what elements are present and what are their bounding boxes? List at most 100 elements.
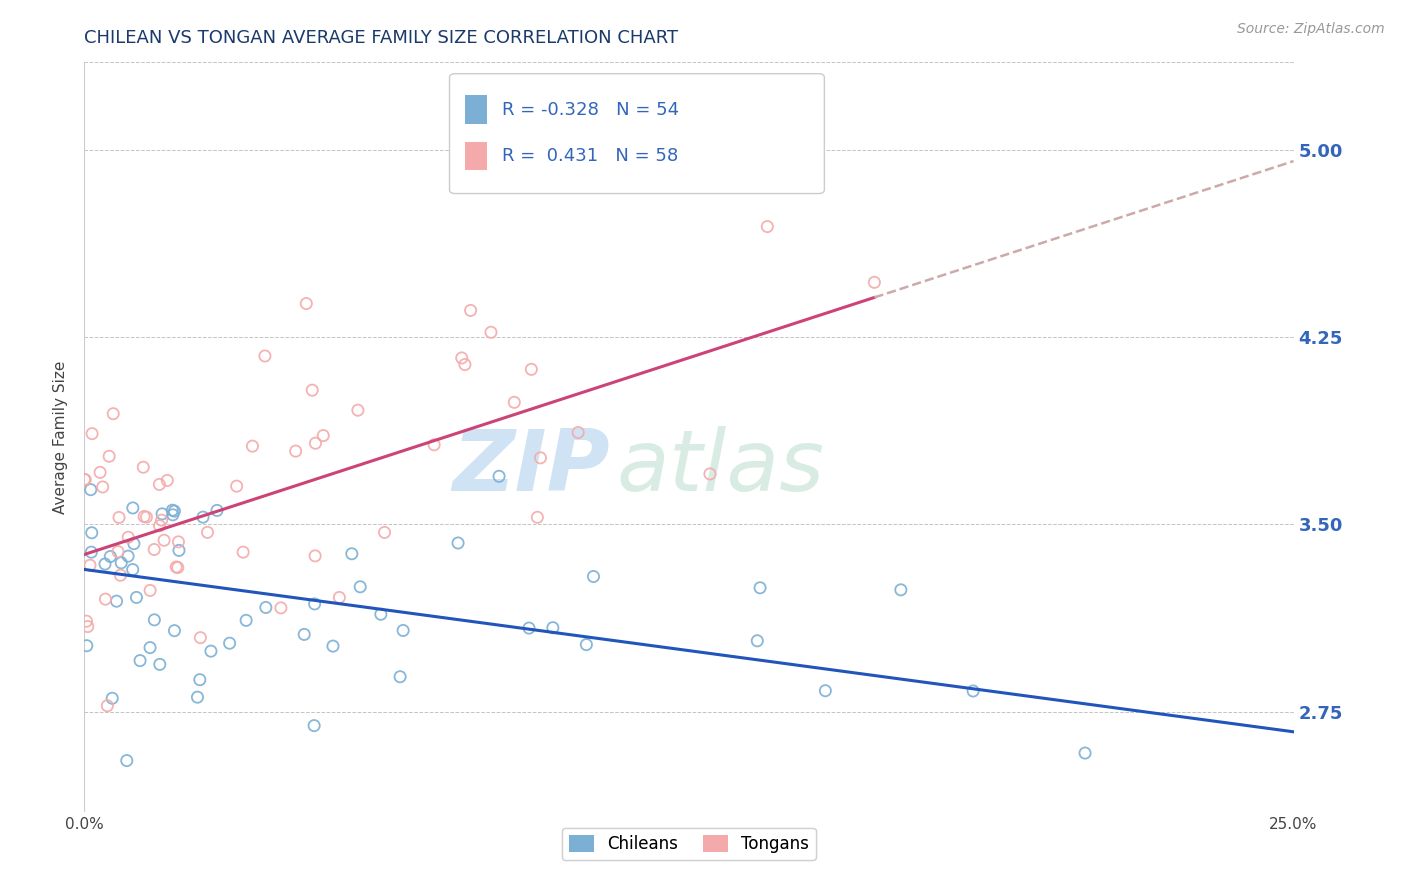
- Point: [80, 483, 103, 497]
- Point: [105, 594, 128, 608]
- Point: [121, 563, 143, 577]
- Point: [197, 525, 219, 540]
- Point: [166, 560, 188, 574]
- Bar: [465, 95, 486, 124]
- Point: [121, 500, 143, 515]
- Text: CHILEAN VS TONGAN AVERAGE FAMILY SIZE CORRELATION CHART: CHILEAN VS TONGAN AVERAGE FAMILY SIZE CO…: [84, 29, 679, 47]
- Point: [304, 597, 326, 611]
- Point: [149, 518, 172, 533]
- Point: [242, 439, 264, 453]
- Point: [162, 503, 184, 517]
- Point: [132, 460, 155, 475]
- Point: [582, 569, 605, 583]
- Point: [284, 444, 307, 458]
- Text: Source: ZipAtlas.com: Source: ZipAtlas.com: [1237, 22, 1385, 37]
- Point: [101, 691, 124, 706]
- Point: [392, 624, 415, 638]
- Point: [188, 673, 211, 687]
- Point: [567, 425, 589, 440]
- Point: [125, 591, 148, 605]
- Point: [143, 542, 166, 557]
- Point: [115, 754, 138, 768]
- Point: [890, 582, 912, 597]
- Point: [156, 474, 179, 488]
- Point: [103, 407, 125, 421]
- Point: [153, 533, 176, 548]
- Point: [107, 544, 129, 558]
- Point: [235, 613, 257, 627]
- Point: [163, 504, 186, 518]
- Point: [98, 450, 121, 464]
- Point: [190, 631, 212, 645]
- Point: [163, 624, 186, 638]
- Point: [529, 450, 551, 465]
- Point: [304, 549, 326, 563]
- Point: [295, 296, 318, 310]
- FancyBboxPatch shape: [450, 74, 824, 194]
- Point: [117, 549, 139, 564]
- Point: [520, 362, 543, 376]
- Point: [135, 510, 157, 524]
- Point: [503, 395, 526, 409]
- Point: [218, 636, 240, 650]
- Point: [94, 557, 117, 571]
- Point: [541, 621, 564, 635]
- Point: [225, 479, 247, 493]
- Point: [347, 403, 370, 417]
- Point: [139, 640, 162, 655]
- Point: [91, 480, 114, 494]
- Point: [73, 472, 96, 486]
- Point: [479, 326, 502, 340]
- Point: [79, 558, 101, 573]
- Point: [205, 503, 228, 517]
- Point: [517, 621, 540, 635]
- Point: [132, 509, 155, 524]
- Point: [488, 469, 510, 483]
- Point: [80, 426, 103, 441]
- Point: [340, 547, 363, 561]
- Point: [96, 698, 118, 713]
- Point: [110, 556, 132, 570]
- Point: [699, 467, 721, 481]
- Point: [75, 614, 97, 628]
- Point: [162, 508, 184, 522]
- Point: [167, 543, 190, 558]
- Point: [191, 510, 214, 524]
- Point: [962, 684, 984, 698]
- Point: [232, 545, 254, 559]
- Point: [322, 639, 344, 653]
- Point: [80, 525, 103, 540]
- Point: [122, 537, 145, 551]
- Point: [98, 549, 121, 564]
- Point: [76, 639, 98, 653]
- Point: [148, 477, 170, 491]
- Point: [302, 719, 325, 733]
- Point: [756, 219, 779, 234]
- Point: [349, 580, 371, 594]
- Point: [143, 613, 166, 627]
- Point: [80, 545, 103, 559]
- Point: [94, 592, 117, 607]
- Point: [328, 591, 350, 605]
- Text: R = -0.328   N = 54: R = -0.328 N = 54: [502, 101, 679, 119]
- Text: R =  0.431   N = 58: R = 0.431 N = 58: [502, 147, 678, 165]
- Point: [575, 638, 598, 652]
- Text: atlas: atlas: [616, 425, 824, 508]
- Point: [454, 358, 477, 372]
- Point: [186, 690, 208, 705]
- Point: [526, 510, 548, 524]
- Point: [423, 438, 446, 452]
- Point: [139, 583, 162, 598]
- Y-axis label: Average Family Size: Average Family Size: [53, 360, 69, 514]
- Point: [1074, 746, 1097, 760]
- Point: [304, 436, 326, 450]
- Point: [374, 525, 396, 540]
- Point: [149, 657, 172, 672]
- Point: [108, 510, 131, 524]
- Point: [129, 654, 152, 668]
- Point: [450, 351, 472, 365]
- Point: [167, 534, 190, 549]
- Point: [110, 568, 132, 582]
- Point: [270, 600, 292, 615]
- Point: [200, 644, 222, 658]
